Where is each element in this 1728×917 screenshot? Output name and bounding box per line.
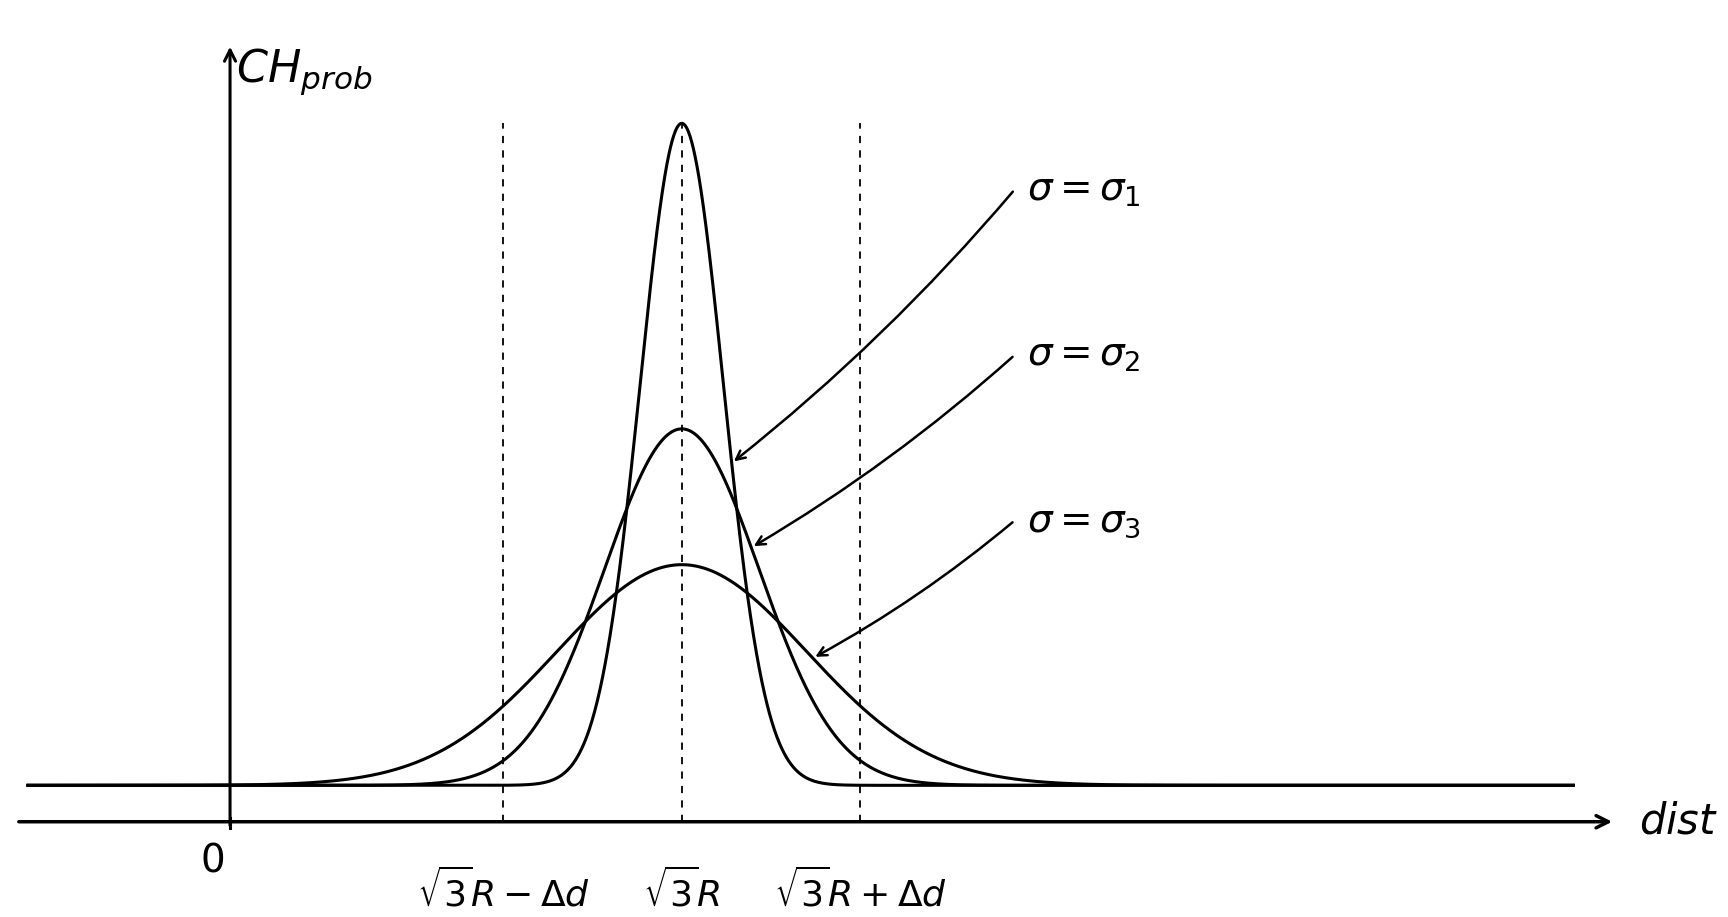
Text: $\mathit{dist}$: $\mathit{dist}$ <box>1638 801 1718 843</box>
Text: $\sqrt{3}R$: $\sqrt{3}R$ <box>643 868 721 913</box>
Text: $\sqrt{3}R + \Delta d$: $\sqrt{3}R + \Delta d$ <box>774 868 947 913</box>
Text: $\sqrt{3}R - \Delta d$: $\sqrt{3}R - \Delta d$ <box>416 868 589 913</box>
Text: $\sigma = \sigma_3$: $\sigma = \sigma_3$ <box>1026 502 1140 539</box>
Text: $\mathit{CH}_{\mathit{prob}}$: $\mathit{CH}_{\mathit{prob}}$ <box>237 46 373 97</box>
Text: $\sigma = \sigma_1$: $\sigma = \sigma_1$ <box>1026 171 1140 208</box>
Text: $\sigma = \sigma_2$: $\sigma = \sigma_2$ <box>1026 336 1140 374</box>
Text: $\mathit{0}$: $\mathit{0}$ <box>200 842 225 879</box>
